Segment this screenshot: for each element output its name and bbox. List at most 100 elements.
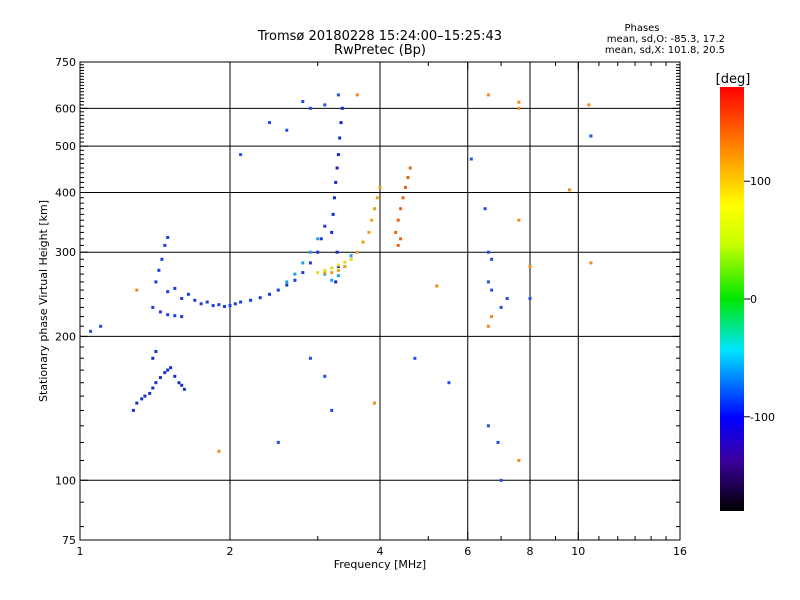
data-point bbox=[166, 236, 170, 239]
data-point bbox=[319, 237, 323, 241]
data-point bbox=[316, 237, 320, 241]
data-point bbox=[517, 100, 521, 104]
data-point bbox=[301, 261, 305, 265]
data-point bbox=[177, 381, 181, 385]
data-point bbox=[413, 356, 417, 360]
data-point bbox=[469, 157, 473, 161]
data-point bbox=[268, 292, 271, 296]
data-point bbox=[406, 176, 410, 179]
data-point bbox=[499, 305, 503, 309]
data-point bbox=[308, 261, 312, 265]
data-point bbox=[490, 315, 494, 319]
x-tick-label: 10 bbox=[571, 545, 585, 558]
data-point bbox=[486, 250, 490, 254]
data-point bbox=[151, 305, 155, 309]
y-tick-label: 500 bbox=[55, 140, 76, 153]
data-point bbox=[483, 207, 487, 211]
data-point bbox=[148, 391, 152, 395]
data-point bbox=[166, 313, 170, 317]
y-tick-label: 300 bbox=[55, 246, 76, 259]
data-point bbox=[143, 394, 147, 398]
data-point bbox=[173, 314, 177, 318]
data-point bbox=[375, 196, 379, 200]
data-point bbox=[330, 271, 334, 275]
data-point bbox=[205, 300, 209, 304]
data-point bbox=[258, 296, 262, 300]
data-point bbox=[163, 243, 167, 247]
data-point bbox=[163, 371, 167, 375]
chart-title: Tromsø 20180228 15:24:00–15:25:43 bbox=[257, 29, 502, 44]
data-point bbox=[276, 288, 280, 292]
data-point bbox=[217, 449, 221, 453]
data-point bbox=[330, 408, 334, 412]
data-point bbox=[587, 103, 591, 107]
data-point bbox=[408, 166, 412, 170]
data-point bbox=[223, 305, 226, 308]
data-point bbox=[323, 224, 327, 228]
data-point bbox=[158, 376, 162, 380]
data-point bbox=[490, 257, 494, 261]
y-tick-label: 400 bbox=[55, 186, 76, 199]
data-point bbox=[399, 207, 403, 211]
data-point bbox=[568, 188, 571, 192]
y-axis-label: Stationary phase Virtual Height [km] bbox=[37, 200, 50, 402]
data-point bbox=[233, 302, 237, 306]
data-point bbox=[401, 196, 405, 200]
data-point bbox=[517, 459, 521, 462]
axis-ticks: 1 2 4 6 8 10 16 75 100 200 300 400 500 600 750 bbox=[55, 56, 687, 558]
data-point bbox=[186, 292, 190, 296]
data-point bbox=[99, 324, 103, 328]
data-point bbox=[335, 166, 339, 170]
y-tick-label: 100 bbox=[55, 474, 76, 487]
data-point bbox=[370, 218, 374, 222]
data-point bbox=[486, 280, 490, 284]
data-point bbox=[378, 185, 382, 189]
data-point bbox=[151, 386, 155, 390]
data-point bbox=[293, 278, 297, 282]
data-point bbox=[285, 280, 289, 284]
data-point bbox=[367, 230, 371, 234]
data-point bbox=[169, 366, 173, 370]
data-point bbox=[517, 106, 521, 110]
data-point bbox=[396, 218, 400, 222]
data-point bbox=[499, 478, 503, 482]
data-point bbox=[336, 268, 340, 272]
colorbar-tick-label: 100 bbox=[750, 175, 771, 188]
data-point bbox=[330, 230, 334, 234]
data-point bbox=[180, 297, 184, 300]
data-point bbox=[323, 271, 327, 275]
colorbar-tick-label: 0 bbox=[750, 293, 757, 306]
data-point bbox=[323, 103, 327, 107]
data-point bbox=[160, 257, 164, 261]
data-point bbox=[349, 257, 353, 261]
data-point bbox=[486, 93, 490, 97]
data-point bbox=[486, 424, 490, 428]
data-point bbox=[131, 408, 135, 412]
data-point bbox=[268, 121, 271, 125]
y-tick-label: 750 bbox=[55, 56, 76, 69]
data-point bbox=[336, 93, 340, 97]
data-point bbox=[239, 153, 243, 157]
data-point bbox=[285, 283, 289, 287]
x-tick-label: 2 bbox=[227, 545, 234, 558]
data-point bbox=[335, 250, 339, 254]
data-point bbox=[135, 401, 139, 405]
data-point bbox=[293, 272, 297, 276]
data-point bbox=[154, 280, 158, 284]
data-point bbox=[505, 297, 509, 300]
data-point bbox=[394, 230, 398, 234]
data-point bbox=[182, 387, 186, 391]
data-point bbox=[140, 397, 144, 401]
data-point bbox=[330, 278, 334, 282]
data-point bbox=[496, 440, 500, 444]
data-point bbox=[589, 261, 593, 265]
phase-header: Phases bbox=[624, 23, 659, 34]
data-point bbox=[157, 268, 161, 272]
data-point bbox=[193, 298, 197, 302]
grid-lines bbox=[80, 62, 680, 540]
data-point bbox=[373, 401, 376, 405]
data-point bbox=[173, 374, 177, 378]
data-point bbox=[490, 288, 494, 292]
x-tick-label: 4 bbox=[377, 545, 384, 558]
